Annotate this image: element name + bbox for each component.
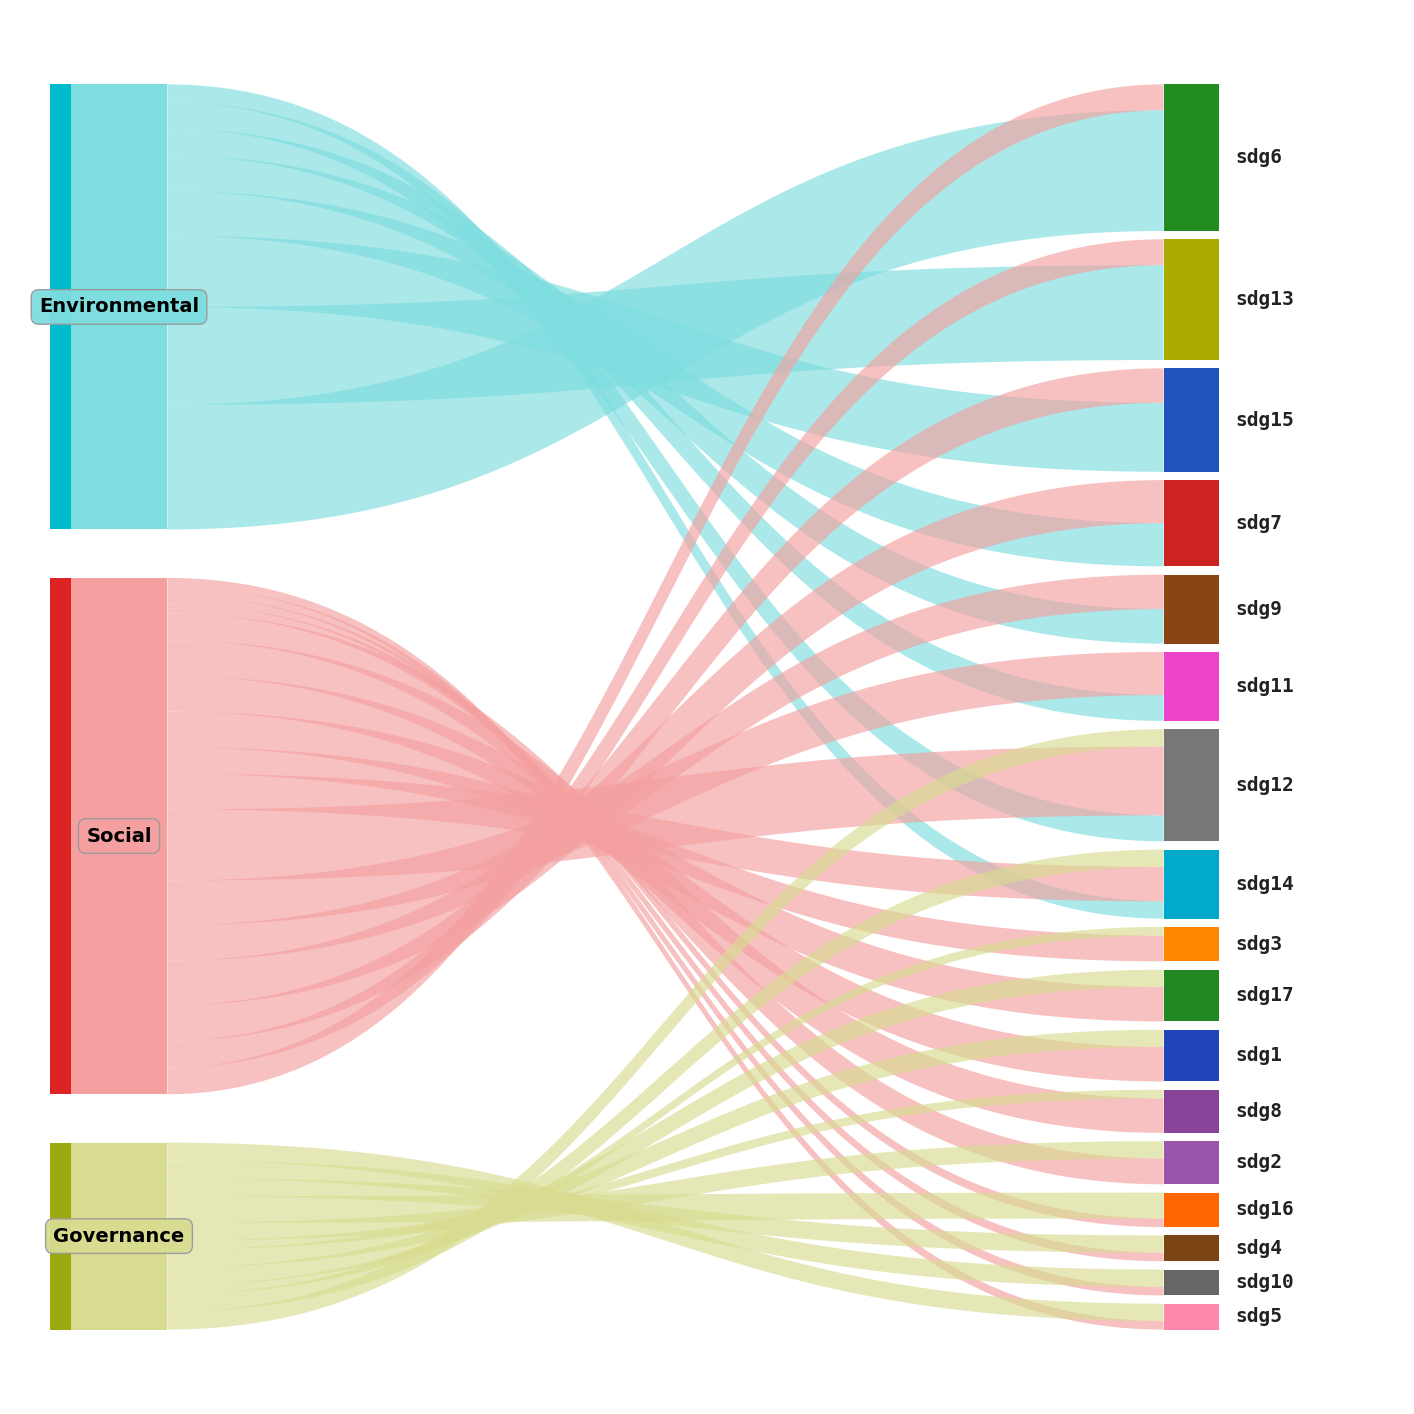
Polygon shape — [167, 368, 1164, 1041]
Polygon shape — [167, 236, 1164, 472]
Bar — [1164, 85, 1219, 230]
Polygon shape — [167, 1161, 1164, 1287]
Text: sdg10: sdg10 — [1236, 1273, 1294, 1292]
Text: sdg15: sdg15 — [1236, 410, 1294, 430]
Bar — [49, 85, 71, 529]
Bar — [1164, 730, 1219, 841]
Polygon shape — [167, 652, 1164, 925]
Text: Social: Social — [86, 827, 151, 846]
Text: sdg11: sdg11 — [1236, 677, 1294, 696]
Text: Governance: Governance — [54, 1226, 185, 1246]
Polygon shape — [167, 614, 1164, 1185]
Bar — [1164, 1029, 1219, 1082]
Bar — [1164, 1090, 1219, 1133]
Polygon shape — [167, 676, 1164, 1082]
Bar — [1164, 970, 1219, 1021]
Polygon shape — [167, 747, 1164, 881]
Polygon shape — [167, 970, 1164, 1285]
Bar — [49, 578, 71, 1094]
Polygon shape — [167, 850, 1164, 1312]
Bar — [71, 1143, 167, 1329]
Text: sdg13: sdg13 — [1236, 290, 1294, 310]
Polygon shape — [167, 641, 1164, 1133]
Polygon shape — [167, 85, 1164, 1094]
Bar — [1164, 928, 1219, 962]
Bar — [1164, 1192, 1219, 1227]
Polygon shape — [167, 578, 1164, 1329]
Polygon shape — [167, 102, 1164, 841]
Polygon shape — [167, 191, 1164, 567]
Text: sdg12: sdg12 — [1236, 776, 1294, 795]
Text: sdg3: sdg3 — [1236, 935, 1282, 953]
Text: Environmental: Environmental — [40, 297, 199, 317]
Bar — [49, 1143, 71, 1329]
Polygon shape — [167, 730, 1164, 1329]
Polygon shape — [167, 1143, 1164, 1321]
Polygon shape — [167, 1192, 1164, 1223]
Polygon shape — [167, 110, 1164, 529]
Polygon shape — [167, 1090, 1164, 1250]
Polygon shape — [167, 481, 1164, 1005]
Text: sdg2: sdg2 — [1236, 1154, 1282, 1172]
Polygon shape — [167, 129, 1164, 721]
Bar — [1164, 1141, 1219, 1185]
Bar — [1164, 239, 1219, 361]
Polygon shape — [167, 928, 1164, 1294]
Text: sdg17: sdg17 — [1236, 986, 1294, 1005]
Polygon shape — [167, 1029, 1164, 1267]
Polygon shape — [167, 747, 1164, 962]
Text: sdg8: sdg8 — [1236, 1102, 1282, 1121]
Polygon shape — [167, 711, 1164, 1021]
Text: sdg16: sdg16 — [1236, 1200, 1294, 1219]
Bar — [1164, 850, 1219, 919]
Bar — [1164, 481, 1219, 567]
Bar — [1164, 1304, 1219, 1329]
Bar — [1164, 1236, 1219, 1261]
Polygon shape — [167, 773, 1164, 901]
Text: sdg1: sdg1 — [1236, 1046, 1282, 1065]
Polygon shape — [167, 156, 1164, 643]
Text: sdg5: sdg5 — [1236, 1307, 1282, 1326]
Polygon shape — [167, 1178, 1164, 1253]
Polygon shape — [167, 587, 1164, 1295]
Text: sdg4: sdg4 — [1236, 1239, 1282, 1258]
Bar — [71, 85, 167, 529]
Polygon shape — [167, 239, 1164, 1068]
Text: sdg14: sdg14 — [1236, 875, 1294, 894]
Bar — [71, 578, 167, 1094]
Polygon shape — [167, 605, 1164, 1227]
Bar — [1164, 652, 1219, 721]
Polygon shape — [167, 574, 1164, 960]
Bar — [1164, 368, 1219, 472]
Bar — [1164, 1270, 1219, 1295]
Bar — [1164, 574, 1219, 643]
Text: sdg9: sdg9 — [1236, 600, 1282, 618]
Polygon shape — [167, 85, 1164, 919]
Text: sdg6: sdg6 — [1236, 148, 1282, 167]
Text: sdg7: sdg7 — [1236, 513, 1282, 533]
Polygon shape — [167, 595, 1164, 1261]
Polygon shape — [167, 1141, 1164, 1240]
Polygon shape — [167, 266, 1164, 404]
